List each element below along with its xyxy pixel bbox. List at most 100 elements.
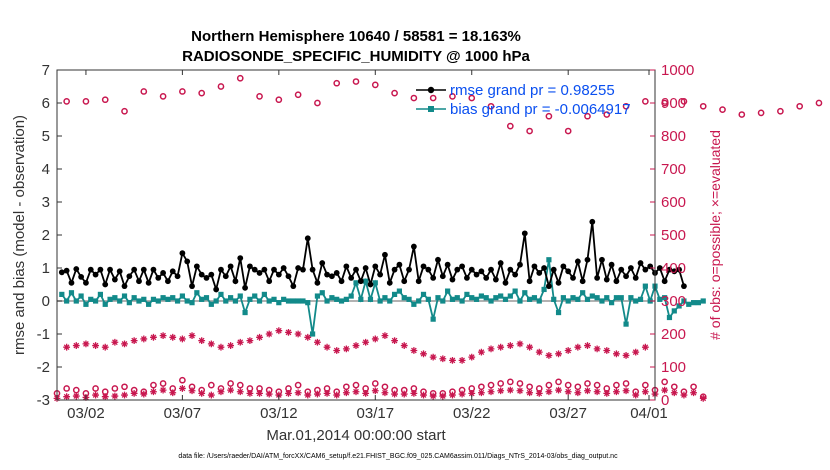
obs-evaluated-marker: [169, 333, 177, 341]
bias-point: [290, 298, 296, 304]
y-right-tick-label: 300: [661, 293, 686, 310]
y-right-tick-label: 100: [661, 359, 686, 376]
rmse-point: [464, 275, 470, 281]
rmse-point: [584, 256, 591, 263]
bias-point: [541, 286, 547, 293]
rmse-point: [512, 271, 519, 278]
obs-evaluated-marker: [622, 387, 630, 395]
rmse-point: [319, 260, 326, 266]
rmse-point: [579, 278, 586, 285]
bias-point: [483, 295, 489, 301]
obs-evaluated-marker: [342, 389, 350, 397]
obs-evaluated-marker: [72, 392, 80, 400]
bias-point: [555, 309, 562, 316]
obs-evaluated-marker: [613, 388, 620, 396]
rmse-point: [256, 270, 263, 276]
y-right-tick-label: 400: [661, 260, 686, 277]
y-tick-label: 7: [42, 62, 50, 79]
bias-point: [589, 293, 595, 299]
bias-point: [604, 295, 610, 301]
obs-evaluated-marker: [391, 390, 398, 398]
rmse-series-line: [61, 221, 685, 293]
obs-evaluated-marker: [593, 388, 601, 396]
rmse-point: [541, 265, 547, 271]
rmse-point: [309, 266, 316, 273]
bias-point: [406, 296, 412, 302]
bias-point: [203, 295, 210, 301]
obs-evaluated-marker: [101, 393, 109, 401]
rmse-point: [193, 263, 200, 270]
obs-evaluated-marker: [381, 389, 389, 397]
x-tick-label: 03/22: [453, 405, 491, 422]
obs-evaluated-marker: [207, 391, 215, 399]
obs-possible-marker: [622, 102, 630, 110]
bias-point: [194, 290, 200, 296]
rmse-point: [275, 271, 282, 278]
obs-evaluated-marker: [439, 392, 447, 400]
obs-possible-marker: [506, 378, 514, 386]
rmse-point: [116, 268, 123, 275]
bias-point: [613, 295, 620, 301]
rmse-point: [348, 275, 355, 281]
y-tick-label: 1: [42, 260, 50, 277]
rmse-point: [497, 260, 504, 266]
bias-point: [454, 295, 460, 301]
rmse-point: [131, 266, 138, 273]
obs-possible-marker: [661, 99, 668, 107]
bias-point: [686, 301, 692, 307]
rmse-point: [280, 265, 287, 271]
bias-point: [266, 298, 272, 304]
obs-evaluated-marker: [555, 350, 562, 358]
rmse-point: [300, 266, 306, 273]
obs-possible-marker: [150, 381, 157, 389]
obs-evaluated-marker: [111, 392, 119, 400]
obs-possible-marker: [63, 385, 70, 392]
rmse-point: [613, 278, 620, 285]
y-axis-label: rmse and bias (model - observation): [11, 115, 28, 355]
obs-possible-marker: [757, 109, 765, 117]
rmse-point: [285, 273, 292, 280]
bias-point: [531, 295, 538, 301]
obs-possible-marker: [429, 94, 437, 102]
bias-point: [174, 298, 181, 304]
bias-point: [676, 303, 682, 309]
obs-possible-marker: [371, 81, 379, 89]
bias-point: [281, 296, 287, 302]
rmse-point: [102, 281, 109, 288]
series-obs-evaluated-00z-: [63, 327, 649, 364]
obs-evaluated-marker: [178, 335, 186, 343]
rmse-point: [492, 276, 499, 283]
x-tick-label: 03/02: [67, 405, 105, 422]
x-tick-label: 03/12: [260, 405, 298, 422]
obs-evaluated-marker: [333, 391, 341, 399]
rmse-point: [68, 279, 75, 286]
obs-possible-marker: [516, 380, 524, 387]
rmse-point: [642, 266, 649, 273]
obs-possible-marker: [497, 380, 505, 387]
obs-evaluated-marker: [535, 348, 543, 356]
bias-point: [459, 298, 465, 304]
rmse-point: [546, 283, 552, 290]
rmse-point: [372, 263, 379, 270]
obs-possible-marker: [719, 106, 726, 113]
obs-evaluated-marker: [188, 332, 196, 340]
obs-possible-marker: [670, 383, 678, 391]
rmse-point: [266, 278, 273, 285]
rmse-point: [449, 276, 456, 283]
rmse-point: [666, 266, 673, 273]
obs-evaluated-marker: [352, 342, 360, 349]
bias-point: [608, 300, 615, 306]
rmse-point: [589, 218, 596, 225]
obs-evaluated-marker: [256, 390, 263, 397]
bias-point: [261, 291, 267, 297]
obs-evaluated-marker: [150, 333, 157, 341]
rmse-point: [353, 266, 359, 273]
obs-evaluated-marker: [477, 348, 485, 356]
bias-point: [208, 301, 214, 307]
obs-possible-marker: [506, 122, 514, 130]
rmse-point: [121, 283, 128, 290]
bias-point: [353, 280, 359, 286]
bias-point: [623, 321, 629, 327]
obs-possible-marker: [545, 381, 553, 389]
bias-point: [372, 280, 378, 286]
